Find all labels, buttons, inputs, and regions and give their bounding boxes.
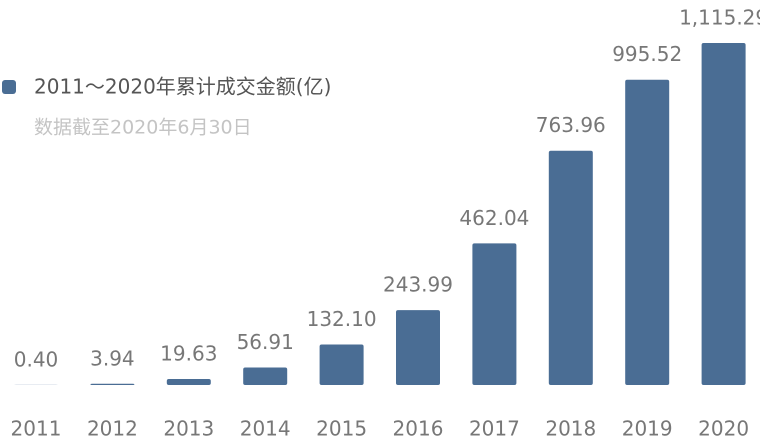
value-label: 462.04 bbox=[459, 206, 529, 230]
value-label: 995.52 bbox=[612, 42, 682, 66]
x-tick-label: 2012 bbox=[87, 417, 138, 440]
x-tick-label: 2014 bbox=[240, 417, 291, 440]
value-label: 1,115.29 bbox=[679, 6, 760, 30]
x-tick-label: 2017 bbox=[469, 417, 520, 440]
bar bbox=[472, 243, 517, 385]
value-label: 763.96 bbox=[536, 113, 606, 137]
bar bbox=[319, 344, 364, 385]
x-tick-label: 2013 bbox=[163, 417, 214, 440]
x-tick-label: 2016 bbox=[393, 417, 444, 440]
bar bbox=[90, 383, 135, 385]
x-tick-label: 2019 bbox=[622, 417, 673, 440]
bar bbox=[625, 79, 670, 385]
value-label: 3.94 bbox=[90, 346, 135, 370]
bar bbox=[396, 310, 440, 385]
legend-label: 2011～2020年累计成交金额(亿) bbox=[34, 75, 331, 99]
value-label: 0.40 bbox=[14, 347, 59, 371]
bar bbox=[701, 43, 746, 385]
bar bbox=[166, 378, 211, 385]
value-label: 56.91 bbox=[237, 330, 294, 354]
x-tick-label: 2020 bbox=[698, 417, 749, 440]
x-tick-label: 2011 bbox=[11, 417, 62, 440]
bar bbox=[548, 150, 593, 385]
value-label: 132.10 bbox=[307, 307, 377, 331]
chart-subtitle: 数据截至2020年6月30日 bbox=[34, 117, 252, 139]
legend-swatch bbox=[2, 80, 16, 94]
x-tick-label: 2015 bbox=[316, 417, 367, 440]
value-label: 243.99 bbox=[383, 273, 453, 297]
value-label: 19.63 bbox=[160, 341, 217, 365]
x-tick-label: 2018 bbox=[545, 417, 596, 440]
bar bbox=[243, 367, 288, 385]
